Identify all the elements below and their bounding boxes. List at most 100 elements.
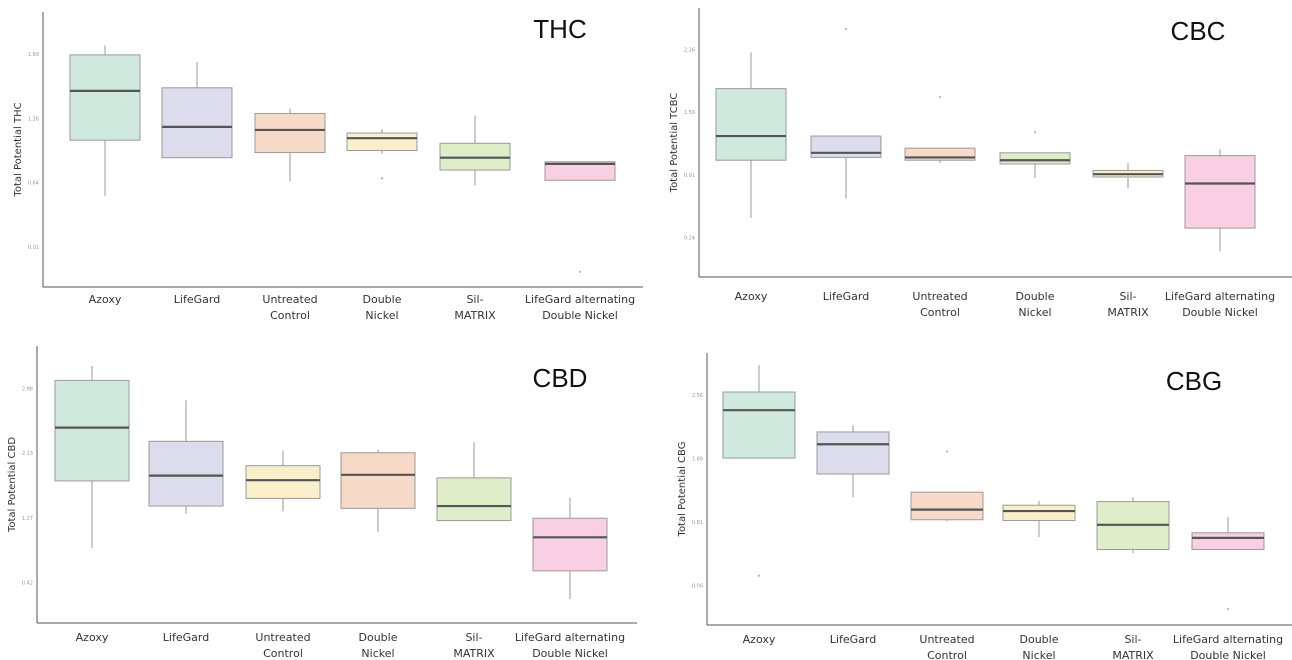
outlier-point xyxy=(1226,607,1230,611)
box-0 xyxy=(715,52,787,218)
box-rect xyxy=(999,152,1071,165)
box-3 xyxy=(999,152,1071,178)
y-tick-label: 2.13 xyxy=(22,451,33,457)
category-label: Untreated Control xyxy=(262,293,317,322)
box-rect xyxy=(810,135,882,158)
box-rect xyxy=(715,88,787,161)
y-tick-label: 1.69 xyxy=(692,456,703,462)
box-rect xyxy=(340,452,416,509)
box-0 xyxy=(69,45,141,196)
box-rect xyxy=(254,112,326,154)
y-tick-label: 0.24 xyxy=(684,236,695,242)
box-rect xyxy=(910,491,984,521)
category-label: Azoxy xyxy=(89,293,122,306)
outlier-point xyxy=(938,95,942,99)
box-rect xyxy=(148,440,224,507)
category-label: LifeGard alternating Double Nickel xyxy=(1165,290,1275,319)
y-axis-label: Total Potential CBD xyxy=(7,437,18,533)
outlier-point xyxy=(380,177,384,180)
box-5 xyxy=(532,497,608,600)
y-axis-label: Total Potential CBG xyxy=(677,442,688,538)
box-rect xyxy=(1002,504,1076,521)
y-tick-label: 0.01 xyxy=(28,245,39,251)
chart-title: CBG xyxy=(1166,366,1222,396)
box-1 xyxy=(810,135,882,199)
y-axis-label: Total Potential THC xyxy=(13,102,24,197)
box-rect xyxy=(722,391,796,459)
box-5 xyxy=(544,161,616,181)
outlier-point xyxy=(1033,131,1037,134)
box-1 xyxy=(148,400,224,514)
category-label: LifeGard xyxy=(174,293,220,306)
outlier-point xyxy=(757,574,761,577)
category-label: LifeGard xyxy=(823,290,869,303)
category-label: Sil-MATRIX xyxy=(1112,633,1154,659)
chart-panel-thc: 0.01 0.64 1.26 1.89 Total Potential THC THC Az… xyxy=(0,0,646,330)
y-tick-label: 0.64 xyxy=(28,181,39,187)
y-tick-label: 0.81 xyxy=(692,520,703,526)
box-rect xyxy=(816,431,890,475)
category-label: Sil-MATRIX xyxy=(453,631,495,659)
box-0 xyxy=(54,365,130,548)
box-rect xyxy=(69,54,141,141)
box-1 xyxy=(816,425,890,498)
box-rect xyxy=(54,379,130,482)
category-label: LifeGard alternating Double Nickel xyxy=(515,631,625,659)
box-rect xyxy=(346,132,418,152)
category-label: Azoxy xyxy=(743,633,776,646)
category-label: Double Nickel xyxy=(363,293,402,322)
chart-panel-cbd: 0.42 1.27 2.13 2.98 Total Potential CBD CBD Az… xyxy=(0,330,646,660)
chart-panel-cbc: 0.24 0.91 1.59 2.26 Total Potential TCBC CBC A… xyxy=(646,0,1292,330)
box-4 xyxy=(1092,163,1164,189)
box-3 xyxy=(346,128,418,154)
category-label: Double Nickel xyxy=(359,631,398,659)
chart-title: CBD xyxy=(533,363,588,393)
box-rect xyxy=(161,87,233,159)
box-rect xyxy=(245,465,321,499)
box-1 xyxy=(161,62,233,159)
box-2 xyxy=(254,108,326,182)
outlier-point xyxy=(578,270,582,274)
box-3 xyxy=(1002,500,1076,538)
box-plot-cbg: -0.06 0.81 1.69 2.56 Total Potential CBG CBG A… xyxy=(677,353,1292,659)
box-rect xyxy=(1184,155,1256,229)
chart-title: THC xyxy=(533,14,586,44)
box-4 xyxy=(1096,497,1170,554)
y-tick-label: 1.26 xyxy=(28,116,39,122)
box-2 xyxy=(245,450,321,512)
box-0 xyxy=(722,365,796,459)
category-label: Untreated Control xyxy=(255,631,310,659)
chart-panel-cbg: -0.06 0.81 1.69 2.56 Total Potential CBG CBG A… xyxy=(646,330,1292,660)
category-label: Sil-MATRIX xyxy=(454,293,496,322)
chart-title: CBC xyxy=(1171,16,1226,46)
y-axis-label: Total Potential TCBC xyxy=(669,93,680,194)
box-3 xyxy=(340,449,416,532)
y-tick-label: 2.56 xyxy=(692,393,703,399)
y-tick-label: 0.91 xyxy=(684,173,695,179)
box-plot-cbc: 0.24 0.91 1.59 2.26 Total Potential TCBC CBC A… xyxy=(669,8,1292,319)
category-label: Double Nickel xyxy=(1020,633,1059,659)
box-rect xyxy=(1191,532,1265,551)
box-rect xyxy=(544,161,616,181)
box-5 xyxy=(1191,516,1265,551)
outlier-point xyxy=(945,450,949,453)
box-4 xyxy=(439,115,511,186)
category-label: LifeGard alternating Double Nickel xyxy=(1173,633,1283,659)
y-tick-label: 1.27 xyxy=(22,516,33,522)
box-5 xyxy=(1184,149,1256,252)
category-label: Azoxy xyxy=(735,290,768,303)
category-label: LifeGard xyxy=(163,631,209,644)
category-label: LifeGard xyxy=(830,633,876,646)
category-label: Sil-MATRIX xyxy=(1107,290,1149,319)
box-2 xyxy=(910,491,984,522)
box-rect xyxy=(532,517,608,572)
y-tick-label: 1.59 xyxy=(684,110,695,116)
y-tick-label: 2.26 xyxy=(684,47,695,53)
box-rect xyxy=(436,477,512,522)
category-label: Azoxy xyxy=(76,631,109,644)
y-tick-label: 1.89 xyxy=(28,52,39,58)
box-4 xyxy=(436,442,512,522)
y-tick-label: 2.98 xyxy=(22,386,33,392)
y-tick-label: -0.06 xyxy=(690,583,703,589)
